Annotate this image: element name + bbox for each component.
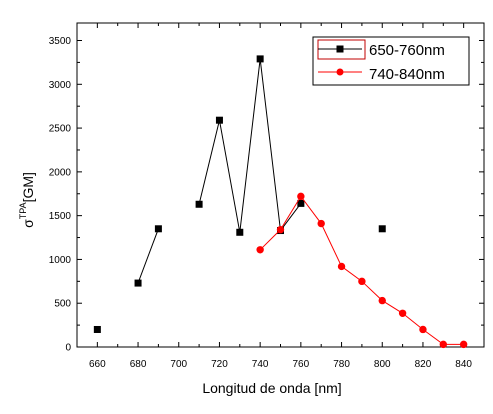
series-1-point — [154, 225, 162, 233]
series-1-point — [93, 325, 101, 333]
series-2-point — [358, 277, 366, 286]
x-tick-label: 760 — [293, 359, 310, 370]
x-tick-label: 780 — [333, 359, 350, 370]
y-tick-label: 1000 — [49, 255, 72, 266]
series-1-point — [236, 228, 244, 236]
tick-labels: 660 680 700 720 740 760 780 800 820 840 0 500 1000 15… — [49, 36, 473, 370]
axes — [76, 22, 485, 348]
series-1 — [93, 55, 386, 333]
series-2 — [256, 192, 468, 349]
series-2-point — [317, 219, 325, 228]
y-axis-superscript: TPA — [18, 202, 28, 219]
x-tick-label: 740 — [252, 359, 269, 370]
svg-text:σTPA[GM]: σTPA[GM] — [18, 172, 36, 228]
legend-series-1-label: 650-760nm — [369, 42, 445, 59]
series-1-point — [195, 200, 203, 208]
series-2-line — [259, 195, 464, 345]
legend-entry-series-1: 650-760nm — [317, 39, 445, 60]
y-axis-symbol: σ — [20, 219, 36, 228]
series-1-line — [137, 228, 159, 284]
x-tick-label: 680 — [130, 359, 147, 370]
series-2-point — [337, 262, 346, 271]
series-2-point — [439, 340, 447, 349]
series-1-point — [256, 55, 264, 63]
series-2-point — [398, 309, 407, 317]
y-axis-unit: [GM] — [20, 172, 36, 202]
legend-series-2-label: 740-840nm — [369, 66, 445, 83]
series-1-point — [134, 279, 142, 287]
series-1-point — [378, 225, 386, 233]
legend: 650-760nm 740-840nm — [312, 36, 470, 86]
series-2-point — [297, 192, 305, 201]
x-tick-label: 840 — [455, 359, 472, 370]
series-2-point — [459, 340, 468, 349]
legend-series-2-marker — [336, 68, 344, 76]
y-tick-label: 3500 — [49, 36, 72, 47]
series-2-point — [419, 325, 427, 334]
series-1-point — [297, 199, 305, 207]
series-2-point — [256, 246, 264, 254]
x-tick-label: 820 — [415, 359, 432, 370]
y-tick-label: 1500 — [49, 211, 72, 222]
legend-box — [312, 36, 470, 86]
series-1-point — [215, 116, 223, 124]
legend-series-1-marker — [336, 45, 344, 53]
x-tick-label: 800 — [374, 359, 391, 370]
y-tick-label: 2500 — [49, 124, 72, 135]
y-tick-label: 2000 — [49, 167, 72, 178]
series-2-point — [378, 296, 386, 305]
x-tick-label: 660 — [89, 359, 106, 370]
y-axis-title: σTPA[GM] — [18, 172, 36, 228]
y-tick-label: 500 — [54, 299, 71, 310]
series-1-line — [198, 58, 302, 233]
x-tick-label: 700 — [170, 359, 187, 370]
legend-entry-series-2: 740-840nm — [318, 66, 445, 83]
y-tick-label: 3000 — [49, 80, 72, 91]
plot-area — [93, 55, 468, 349]
x-axis-title: Longitud de onda [nm] — [202, 380, 341, 396]
x-tick-label: 720 — [211, 359, 228, 370]
y-tick-label: 0 — [65, 343, 71, 354]
series-2-point — [276, 225, 285, 234]
